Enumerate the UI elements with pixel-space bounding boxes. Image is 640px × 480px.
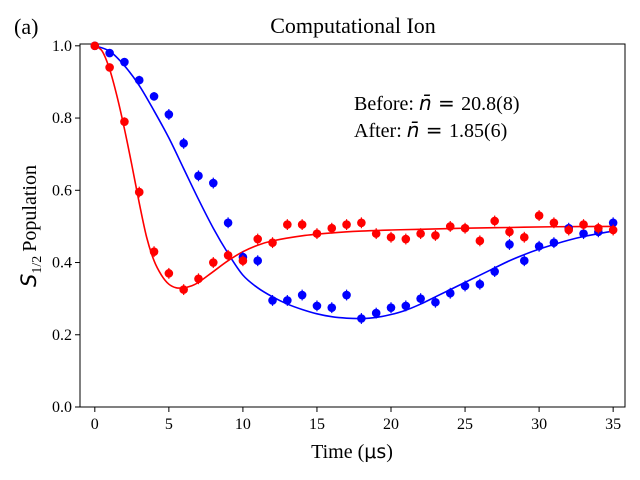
data-point-before [149, 92, 159, 101]
data-point-before [534, 241, 544, 251]
data-point-before [549, 238, 559, 247]
data-point-before [608, 218, 618, 228]
data-point-before [208, 178, 218, 188]
data-points [90, 41, 618, 324]
y-tick-label: 0.2 [52, 327, 72, 344]
data-point-after [253, 234, 263, 244]
data-point-after [460, 223, 470, 233]
x-tick-label: 5 [165, 416, 173, 433]
data-point-before [519, 256, 529, 266]
plot-frame [79, 43, 626, 408]
x-axis: 0 5 10 15 20 25 30 35 [91, 407, 621, 433]
data-point-after [223, 250, 233, 260]
y-axis-label: S1/2Population [17, 165, 45, 287]
data-point-after [371, 229, 381, 238]
x-tick-label: 15 [309, 416, 325, 433]
data-point-after [327, 223, 337, 233]
data-point-before [134, 75, 144, 85]
data-point-before [164, 110, 174, 119]
data-point-after [534, 211, 544, 220]
data-point-after [342, 220, 351, 229]
x-tick-label: 30 [531, 416, 547, 433]
data-point-before [460, 281, 470, 291]
data-point-after [105, 63, 114, 72]
data-point-after [208, 258, 218, 267]
data-point-before [253, 256, 263, 266]
data-point-after [416, 229, 425, 238]
data-point-before [327, 303, 337, 312]
fit-curve-before [94, 45, 614, 320]
data-point-before [445, 288, 455, 298]
data-point-after [431, 231, 440, 240]
data-point-before [371, 308, 381, 318]
panel-label: (a) [14, 14, 38, 39]
data-point-before [416, 294, 425, 303]
data-point-before [223, 218, 233, 228]
data-point-after [283, 220, 292, 229]
data-point-before [342, 290, 351, 300]
data-point-before [297, 290, 307, 300]
y-axis: 0.0 0.2 0.4 0.6 0.8 1.0 [52, 38, 80, 416]
fit-curves [94, 45, 614, 320]
data-point-before [475, 279, 485, 289]
data-point-after [564, 225, 574, 235]
data-point-after [445, 222, 455, 231]
data-point-after [90, 41, 100, 51]
fit-curve-after [94, 45, 614, 289]
data-point-after [268, 238, 277, 247]
data-point-after [594, 223, 603, 233]
data-point-before [179, 139, 188, 148]
data-point-before [401, 301, 411, 311]
x-tick-label: 25 [457, 416, 473, 433]
x-axis-label: Time (μs) [311, 441, 393, 463]
data-point-before [431, 297, 440, 307]
data-point-before [120, 57, 129, 67]
data-point-after [194, 274, 203, 284]
data-point-after [579, 220, 588, 229]
data-point-after [357, 218, 366, 228]
y-tick-label: 0.4 [52, 255, 72, 272]
data-point-after [608, 225, 618, 235]
data-point-before [386, 303, 396, 312]
data-point-after [475, 236, 485, 246]
y-tick-label: 0.0 [52, 399, 72, 416]
data-point-after [312, 229, 322, 238]
data-point-after [164, 269, 174, 278]
data-point-before [283, 296, 292, 305]
data-point-after [179, 285, 188, 294]
data-point-after [297, 220, 307, 229]
data-point-after [505, 227, 514, 237]
x-tick-label: 35 [605, 416, 621, 433]
data-point-after [519, 232, 529, 242]
data-point-after [120, 117, 129, 126]
y-tick-label: 0.6 [52, 182, 72, 199]
data-point-before [268, 296, 277, 305]
y-tick-label: 0.8 [52, 110, 72, 127]
data-point-before [357, 314, 366, 323]
data-point-after [490, 216, 499, 226]
y-tick-label: 1.0 [52, 38, 72, 55]
data-point-before [490, 267, 499, 276]
data-point-after [386, 232, 396, 242]
x-tick-label: 20 [383, 416, 399, 433]
annotation-before: Before: n̄ = 20.8(8) [354, 91, 519, 115]
data-point-after [549, 218, 559, 228]
data-point-before [505, 240, 514, 249]
data-point-before [194, 171, 203, 181]
data-point-after [238, 256, 248, 266]
data-point-after [134, 187, 144, 197]
data-point-before [579, 229, 588, 238]
x-tick-label: 10 [235, 416, 251, 433]
data-point-before [105, 48, 114, 58]
annotation-after: After: n̄ = 1.85(6) [354, 118, 507, 142]
data-point-after [401, 234, 411, 244]
chart-title: Computational Ion [270, 13, 436, 38]
data-point-before [312, 301, 322, 311]
x-tick-label: 0 [91, 416, 99, 433]
data-point-after [149, 247, 159, 256]
